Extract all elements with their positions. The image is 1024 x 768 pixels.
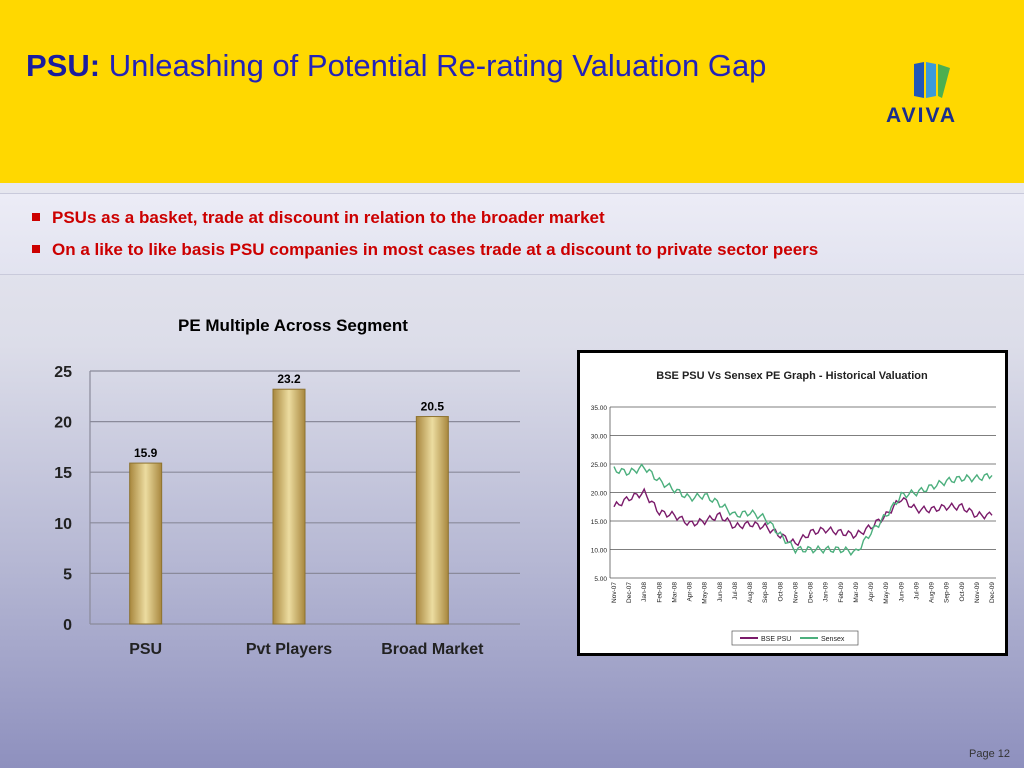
header-bar: PSU: Unleashing of Potential Re-rating V…: [0, 0, 1024, 183]
x-tick-label: Jul-09: [913, 582, 920, 600]
bullet-item: PSUs as a basket, trade at discount in r…: [32, 208, 605, 228]
x-tick-label: Feb-08: [656, 582, 663, 603]
bullet-item: On a like to like basis PSU companies in…: [32, 240, 818, 260]
legend-label: BSE PSU: [761, 636, 791, 643]
x-tick-label: Nov-09: [974, 582, 981, 603]
x-category-label: Broad Market: [381, 641, 484, 658]
x-tick-label: May-09: [883, 582, 890, 604]
series-line: [613, 463, 993, 557]
x-tick-label: Oct-08: [777, 582, 784, 602]
legend-label: Sensex: [821, 636, 845, 643]
pe-bar-chart: 0 5 10 15 20 25 15.9 PSU 23.2 Pvt Players 20.5 Broa…: [54, 364, 520, 658]
data-label: 23.2: [277, 372, 301, 386]
x-tick-label: Aug-09: [929, 582, 936, 603]
legend-box: [731, 630, 859, 646]
title-text: Unleashing of Potential Re-rating Valuat…: [108, 48, 767, 83]
bar: [272, 388, 306, 625]
bullet-text: PSUs as a basket, trade at discount in r…: [52, 208, 605, 227]
title-prefix: PSU:: [26, 48, 101, 83]
x-tick-label: May-08: [702, 582, 709, 604]
y-tick-label: 25.00: [591, 462, 608, 469]
series-line: [613, 487, 993, 547]
x-category-label: Pvt Players: [246, 641, 332, 658]
bullet-square-icon: [32, 244, 40, 253]
x-tick-label: Apr-09: [868, 582, 875, 602]
y-tick-label: 10: [54, 516, 72, 533]
x-tick-label: Jun-08: [717, 582, 724, 602]
page-title: PSU: Unleashing of Potential Re-rating V…: [26, 48, 766, 84]
x-tick-label: Feb-09: [838, 582, 845, 603]
x-tick-label: Sep-08: [762, 582, 769, 603]
bar: [415, 416, 449, 625]
line-chart-title: BSE PSU Vs Sensex PE Graph - Historical …: [656, 370, 928, 382]
x-tick-label: Dec-09: [989, 582, 996, 603]
y-tick-label: 20: [54, 415, 72, 432]
x-tick-label: Mar-09: [853, 582, 860, 603]
bar-chart-title: PE Multiple Across Segment: [178, 316, 408, 335]
y-tick-label: 30.00: [591, 434, 608, 441]
data-label: 20.5: [421, 400, 445, 414]
bullet-square-icon: [32, 212, 40, 221]
y-tick-label: 25: [54, 364, 72, 381]
x-category-label: PSU: [129, 641, 162, 658]
x-tick-label: Dec-08: [808, 582, 815, 603]
x-tick-label: Nov-07: [611, 582, 618, 603]
x-tick-label: Jan-09: [823, 582, 830, 602]
y-tick-label: 5.00: [594, 576, 607, 583]
y-tick-label: 35.00: [591, 405, 608, 412]
y-tick-label: 15: [54, 465, 72, 482]
y-tick-label: 0: [63, 617, 72, 634]
y-tick-label: 20.00: [591, 491, 608, 498]
y-tick-label: 5: [63, 566, 72, 583]
x-tick-label: Aug-08: [747, 582, 754, 603]
bullet-box: PSUs as a basket, trade at discount in r…: [0, 193, 1024, 275]
y-tick-label: 15.00: [591, 519, 608, 526]
bullet-text: On a like to like basis PSU companies in…: [52, 240, 819, 259]
historical-line-chart: BSE PSU Vs Sensex PE Graph - Historical …: [591, 370, 996, 646]
data-label: 15.9: [134, 446, 158, 460]
x-tick-label: Sep-09: [944, 582, 951, 603]
y-tick-label: 10.00: [591, 548, 608, 555]
historical-chart-panel: BSE PSU Vs Sensex PE Graph - Historical …: [580, 353, 1005, 653]
bar: [129, 462, 163, 625]
aviva-logo-icon: [914, 62, 950, 98]
x-tick-label: Jan-08: [641, 582, 648, 602]
x-tick-label: Jul-08: [732, 582, 739, 600]
x-tick-label: Oct-09: [959, 582, 966, 602]
x-tick-label: Mar-08: [671, 582, 678, 603]
aviva-logo-text: AVIVA: [886, 104, 958, 127]
page-number: Page 12: [969, 748, 1010, 760]
x-tick-label: Nov-08: [792, 582, 799, 603]
x-tick-label: Apr-08: [687, 582, 694, 602]
x-tick-label: Jun-09: [898, 582, 905, 602]
historical-chart-frame: BSE PSU Vs Sensex PE Graph - Historical …: [577, 350, 1008, 656]
x-tick-label: Dec-07: [626, 582, 633, 603]
